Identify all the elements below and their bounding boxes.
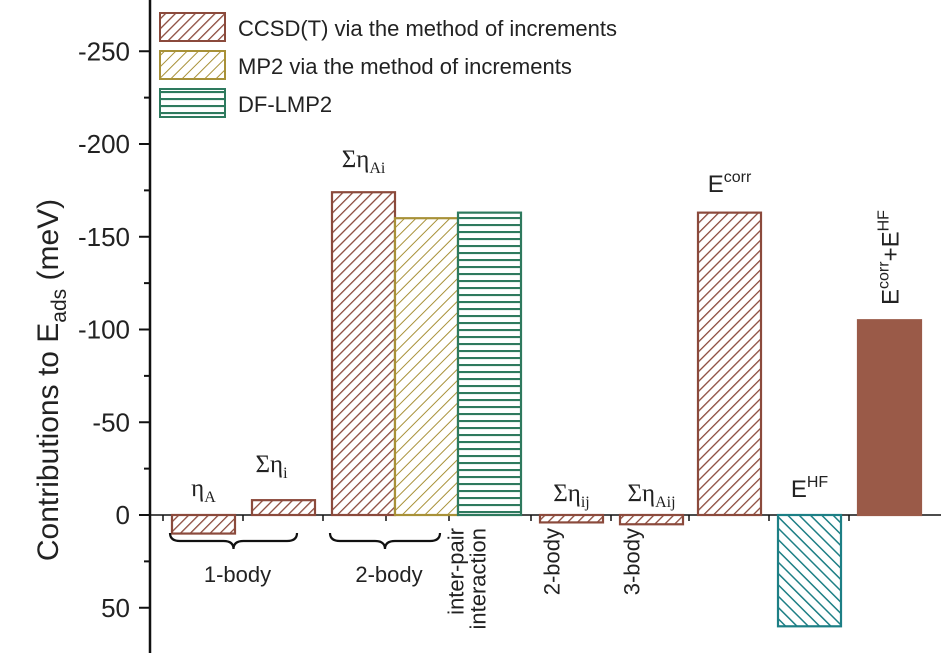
vertical-group-label-2: 3-body [620, 528, 645, 595]
bar-slot-2 [330, 191, 397, 517]
y-tick-label: 50 [101, 593, 130, 623]
bar-label-rotated: Ecorr+EHF [876, 210, 905, 305]
y-tick-label: -200 [78, 129, 130, 159]
y-tick-label: -50 [92, 407, 130, 437]
bar-label-8: EHF [791, 474, 829, 503]
bar-slot-8 [776, 513, 843, 628]
bar-labels: ηA Σηi ΣηAi Σηij ΣηAij Ecorr EHF Ecorr+EHF [191, 146, 904, 511]
bar-label-5: Σηij [553, 480, 590, 511]
bar-label-6: ΣηAij [627, 480, 675, 511]
legend: CCSD(T) via the method of increments MP2… [159, 12, 617, 118]
y-tick-label: -150 [78, 222, 130, 252]
bar-slot-1 [250, 499, 317, 517]
legend-label-0: CCSD(T) via the method of increments [238, 16, 617, 41]
group-brace-0 [168, 532, 299, 550]
bar-label-7: Ecorr [708, 169, 752, 198]
y-axis-label: Contributions to Eads (meV) [32, 199, 71, 561]
vertical-group-label-0: interaction [466, 528, 491, 630]
y-tick-label: 0 [116, 500, 130, 530]
group-label-1: 2-body [355, 562, 422, 587]
legend-swatch-2 [159, 88, 226, 118]
legend-label-2: DF-LMP2 [238, 92, 332, 117]
group-brace-1 [328, 532, 442, 550]
group-label-0: 1-body [204, 562, 271, 587]
vertical-group-label-0: inter-pair [444, 528, 469, 615]
bar-slot-6 [618, 513, 685, 526]
bars [170, 191, 923, 628]
bar-slot-9 [856, 319, 923, 517]
vertical-group-label-1: 2-body [540, 528, 565, 595]
bar-slot-5 [538, 513, 605, 524]
bar-slot-4 [456, 211, 523, 517]
bar-slot-0 [170, 513, 237, 535]
legend-label-1: MP2 via the method of increments [238, 54, 572, 79]
legend-swatch-1 [159, 50, 226, 80]
legend-swatch-0 [159, 12, 226, 42]
y-axis: 50 0 -50 -100 -150 -200 -250 [78, 0, 941, 653]
bar-slot-3 [393, 217, 460, 517]
bar-label-1: Σηi [255, 451, 288, 482]
bar-slot-7 [696, 211, 763, 517]
bar-label-2: ΣηAi [342, 146, 386, 177]
bar-label-0: ηA [191, 475, 216, 506]
y-tick-label: -250 [78, 36, 130, 66]
y-tick-label: -100 [78, 315, 130, 345]
